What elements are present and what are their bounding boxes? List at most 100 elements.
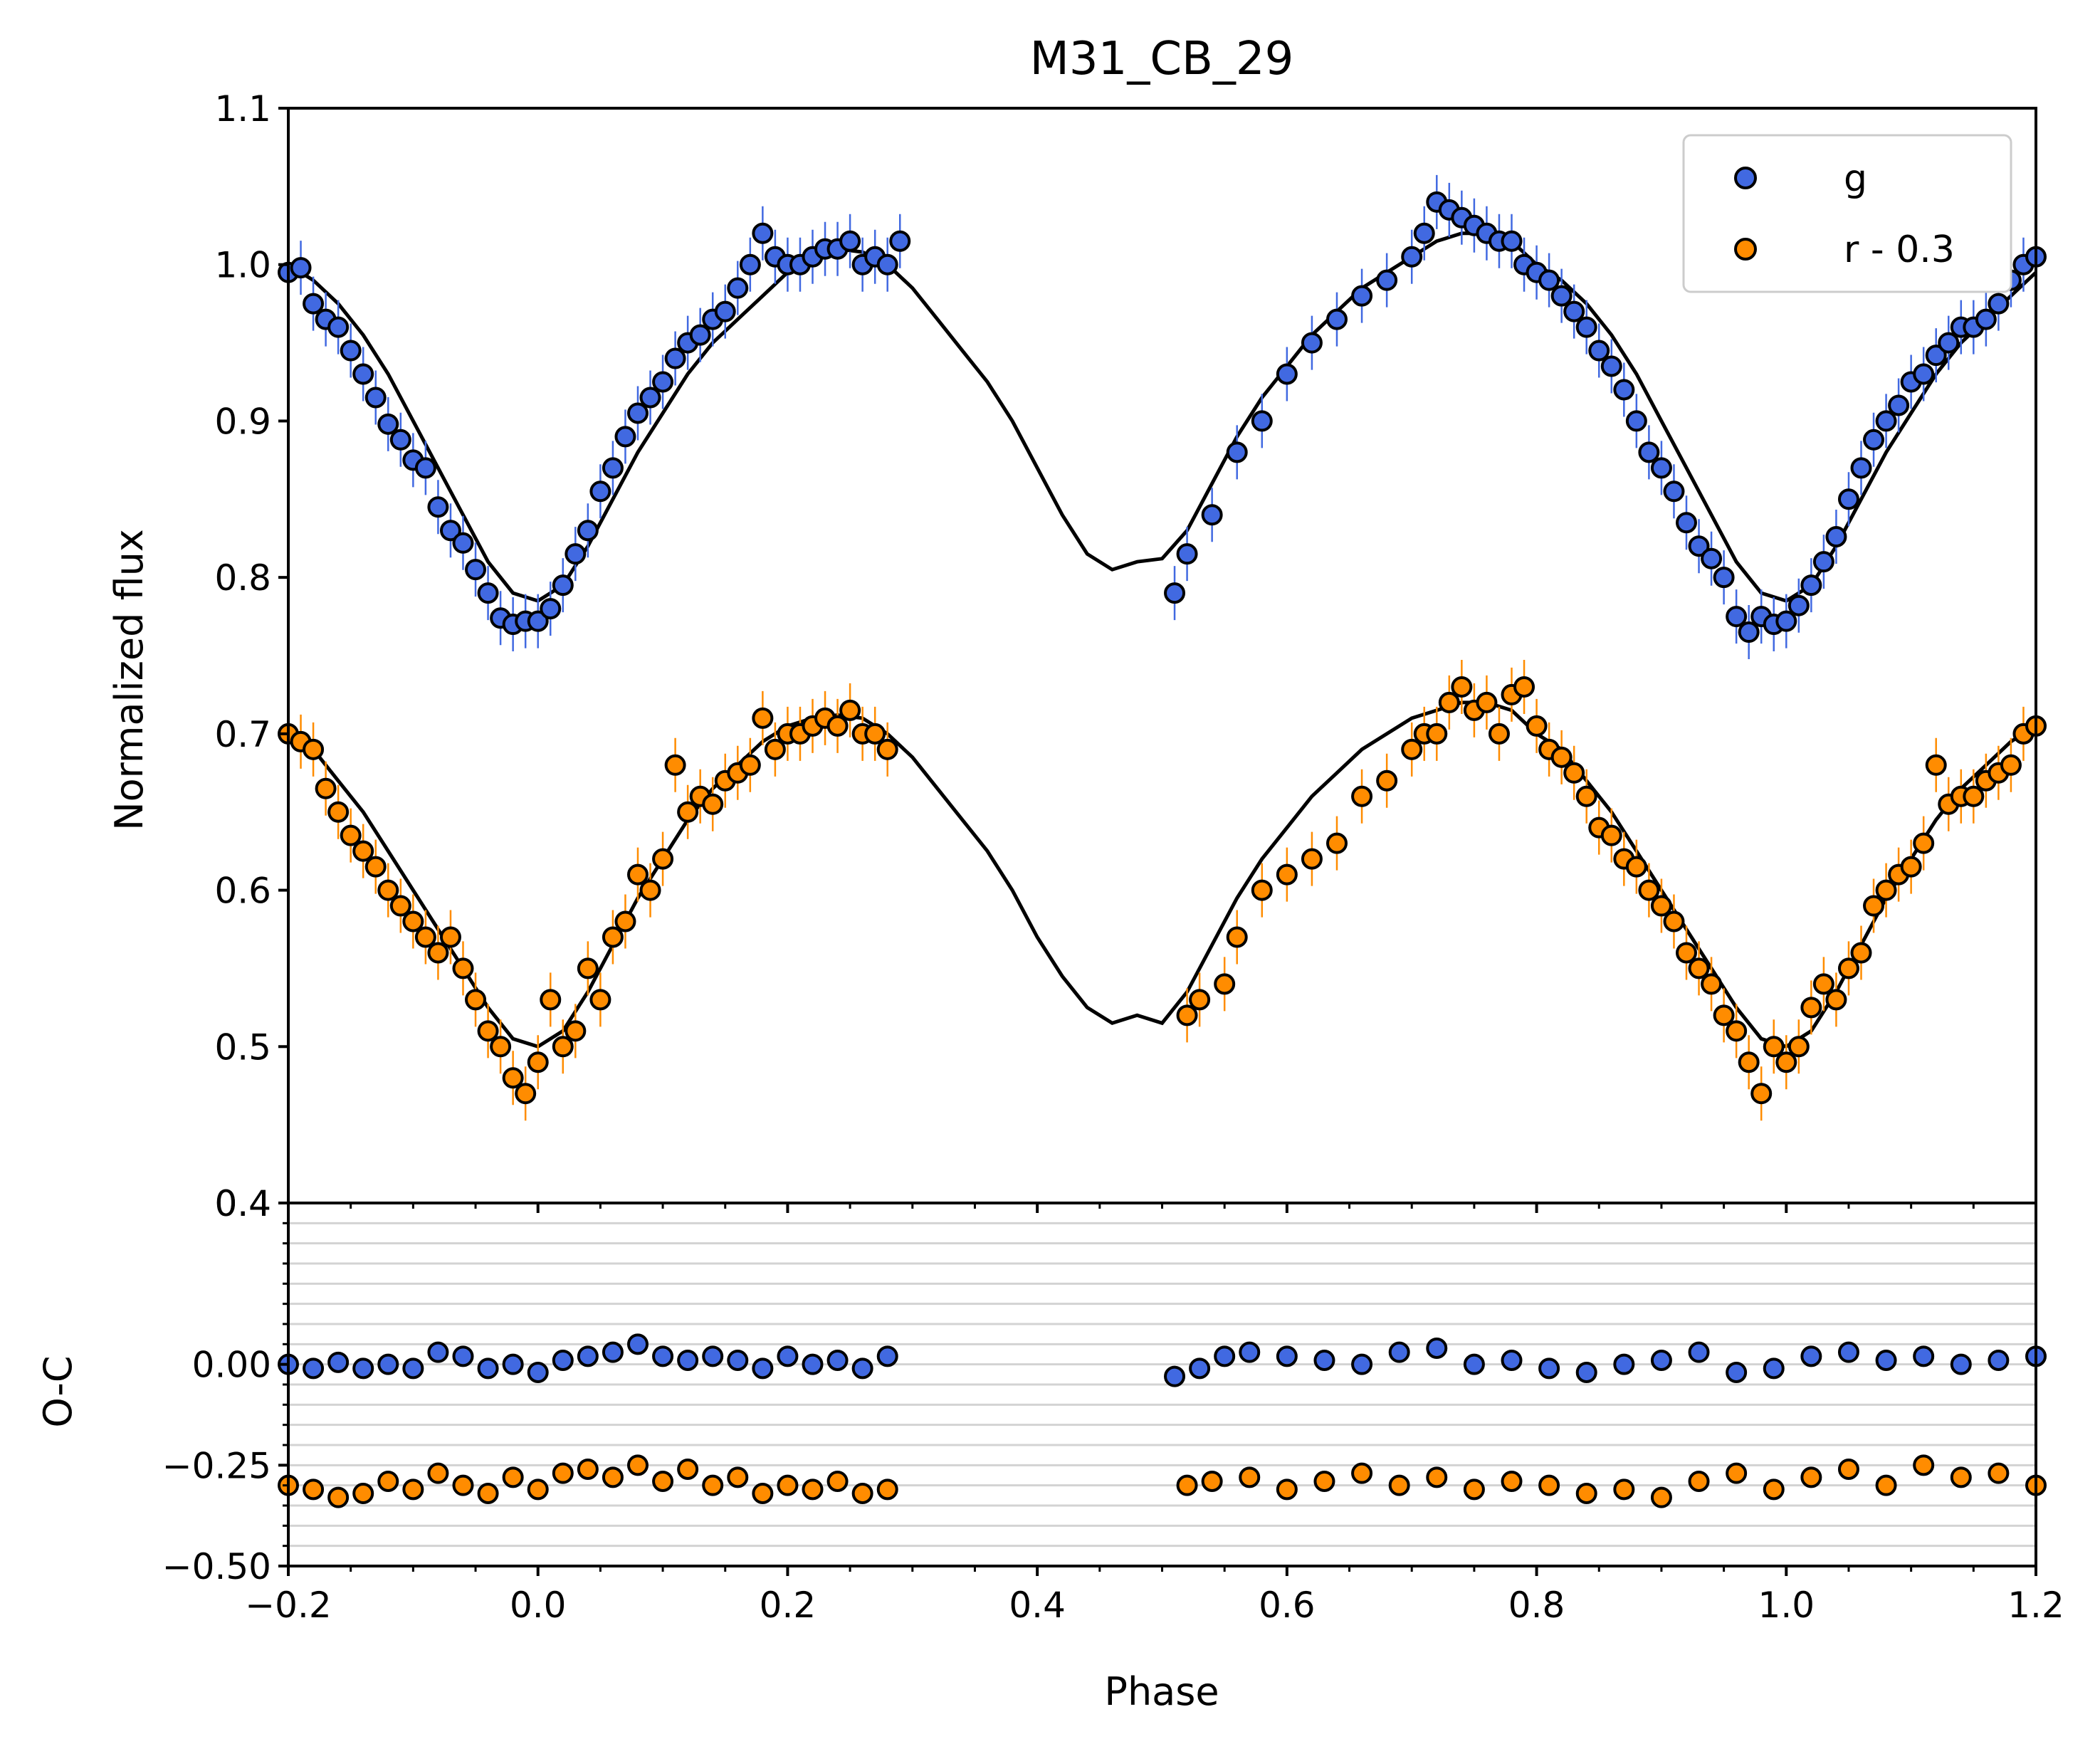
point-g: [1625, 410, 1647, 432]
ticks: 0.4 0.5 0.6 0.7 0.8 0.9 1.0 1.1 0.00 −0.25 −0.50 0.…: [162, 88, 2064, 1626]
residual-point-r: [1276, 1478, 1298, 1501]
point-g: [327, 316, 350, 338]
point-g: [1201, 504, 1223, 526]
residual-point-r: [452, 1474, 474, 1496]
residual-point-r: [352, 1483, 374, 1504]
residual-point-r: [876, 1478, 898, 1501]
residual-point-r: [402, 1478, 424, 1501]
residual-point-r: [577, 1459, 599, 1480]
point-g: [527, 610, 549, 632]
point-g: [1800, 574, 1822, 597]
point-g: [1401, 246, 1423, 268]
point-g: [465, 559, 487, 581]
residual-point-g: [327, 1351, 350, 1373]
point-g: [839, 230, 861, 252]
point-r: [1276, 863, 1298, 886]
legend-box: [1682, 134, 2012, 293]
point-g: [1863, 429, 1885, 451]
residual-point-g: [802, 1353, 824, 1375]
point-g: [739, 253, 761, 275]
residual-point-g: [1726, 1362, 1748, 1383]
x-tick-label: 0.4: [1009, 1585, 1066, 1626]
point-g: [340, 340, 362, 362]
point-r: [427, 942, 449, 964]
residual-point-r: [1463, 1478, 1485, 1501]
residual-point-g: [1388, 1341, 1410, 1363]
point-g: [1650, 457, 1672, 479]
residual-point-g: [452, 1345, 474, 1367]
residual-point-r: [752, 1483, 774, 1504]
point-r: [402, 910, 424, 933]
residual-point-g: [303, 1357, 325, 1380]
point-g: [627, 402, 649, 424]
point-r: [1775, 1051, 1797, 1073]
point-g: [1563, 300, 1585, 322]
residual-point-r: [802, 1478, 824, 1501]
residual-point-r: [777, 1474, 799, 1496]
residual-point-g: [527, 1362, 549, 1383]
point-r: [1738, 1051, 1760, 1073]
point-g: [876, 253, 898, 275]
point-g: [1812, 551, 1834, 573]
point-r: [327, 801, 350, 823]
residual-point-r: [1800, 1466, 1822, 1488]
residual-point-g: [851, 1357, 873, 1380]
point-g: [727, 277, 749, 299]
y-axis-label-top: Normalized flux: [107, 529, 152, 831]
point-r: [414, 926, 436, 948]
point-r: [389, 895, 411, 917]
point-r: [1863, 895, 1885, 917]
point-g: [477, 582, 499, 604]
point-g: [1550, 285, 1573, 307]
point-r: [1376, 769, 1398, 792]
residual-point-g: [577, 1345, 599, 1367]
point-r: [1925, 754, 1947, 776]
point-r: [565, 1020, 587, 1042]
point-g: [1326, 308, 1348, 330]
y-tick-label-top: 0.6: [214, 871, 271, 912]
residual-point-r: [1650, 1486, 1672, 1508]
point-g: [452, 532, 474, 554]
residual-point-r: [1726, 1462, 1748, 1484]
residual-point-g: [1501, 1350, 1523, 1371]
point-g: [1688, 535, 1710, 557]
point-r: [1850, 942, 1872, 964]
point-g: [614, 426, 636, 448]
point-r: [1638, 879, 1660, 901]
point-g: [1613, 379, 1635, 401]
residual-point-g: [1988, 1350, 2010, 1371]
residual-point-g: [1239, 1341, 1261, 1363]
residual-point-r: [627, 1454, 649, 1476]
residual-point-g: [1650, 1350, 1672, 1371]
point-r: [639, 879, 661, 901]
residual-point-r: [1351, 1462, 1373, 1484]
point-g: [1888, 394, 1910, 416]
point-g: [1351, 285, 1373, 307]
chart-title: M31_CB_29: [1030, 33, 1294, 85]
point-r: [439, 926, 461, 948]
point-r: [303, 738, 325, 760]
point-g: [439, 520, 461, 542]
residual-point-g: [1800, 1345, 1822, 1367]
point-r: [352, 840, 374, 862]
point-r: [1800, 997, 1822, 1019]
residual-point-r: [727, 1466, 749, 1488]
point-g: [1726, 606, 1748, 628]
point-g: [1588, 340, 1610, 362]
residual-point-g: [677, 1350, 699, 1371]
point-r: [1726, 1020, 1748, 1042]
error-bars: [287, 174, 2037, 1121]
point-r: [1913, 832, 1935, 854]
model-curve-1: [287, 700, 2037, 1049]
point-r: [364, 856, 387, 878]
point-g: [1638, 441, 1660, 463]
point-r: [876, 738, 898, 760]
residual-point-r: [1176, 1474, 1198, 1496]
residual-grid: [288, 1202, 2036, 1567]
residual-point-g: [1913, 1345, 1935, 1367]
point-g: [414, 457, 436, 479]
point-r: [1663, 910, 1685, 933]
residual-point-r: [826, 1471, 849, 1492]
residual-point-g: [702, 1345, 724, 1367]
residual-point-r: [652, 1471, 674, 1492]
